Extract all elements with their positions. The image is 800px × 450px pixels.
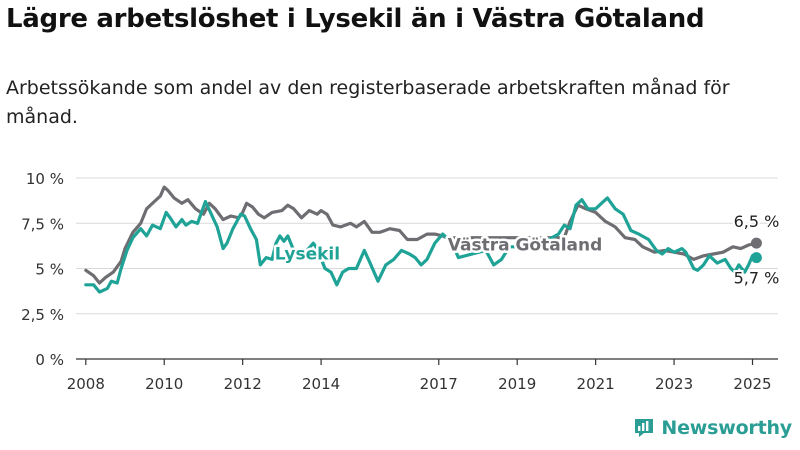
x-tick-label: 2012	[224, 375, 262, 393]
chart-title: Lägre arbetslöshet i Lysekil än i Västra…	[6, 4, 705, 34]
x-tick-label: 2014	[302, 375, 340, 393]
x-tick-label: 2008	[67, 375, 105, 393]
y-tick-label: 2,5 %	[21, 306, 64, 324]
bar-chart-logo-icon	[635, 419, 654, 437]
newsworthy-brand[interactable]: Newsworthy	[633, 414, 792, 442]
end-label-vastra-gotaland: 6,5 %	[734, 212, 780, 231]
x-tick-label: 2025	[733, 375, 771, 393]
y-tick-label: 0 %	[35, 351, 64, 369]
chart-subtitle: Arbetssökande som andel av den registerb…	[6, 77, 730, 128]
end-label-lysekil: 5,7 %	[734, 269, 780, 288]
x-tick-label: 2021	[577, 375, 615, 393]
x-tick-label: 2017	[420, 375, 458, 393]
brand-name: Newsworthy	[661, 417, 792, 439]
y-tick-label: 7,5 %	[21, 215, 64, 233]
series-line-vastra-gotaland	[84, 185, 758, 285]
y-tick-label: 10 %	[26, 170, 64, 188]
x-tick-label: 2019	[498, 375, 536, 393]
series-line-lysekil	[84, 196, 758, 294]
series-label-vastra-gotaland: Västra Götaland	[448, 235, 603, 255]
series-label-lysekil: Lysekil	[275, 244, 340, 264]
x-tick-label: 2010	[145, 375, 183, 393]
y-tick-label: 5 %	[35, 261, 64, 279]
endpoint-marker-lysekil	[750, 252, 762, 264]
x-tick-label: 2023	[655, 375, 693, 393]
endpoint-marker-vastra-gotaland	[750, 237, 762, 249]
